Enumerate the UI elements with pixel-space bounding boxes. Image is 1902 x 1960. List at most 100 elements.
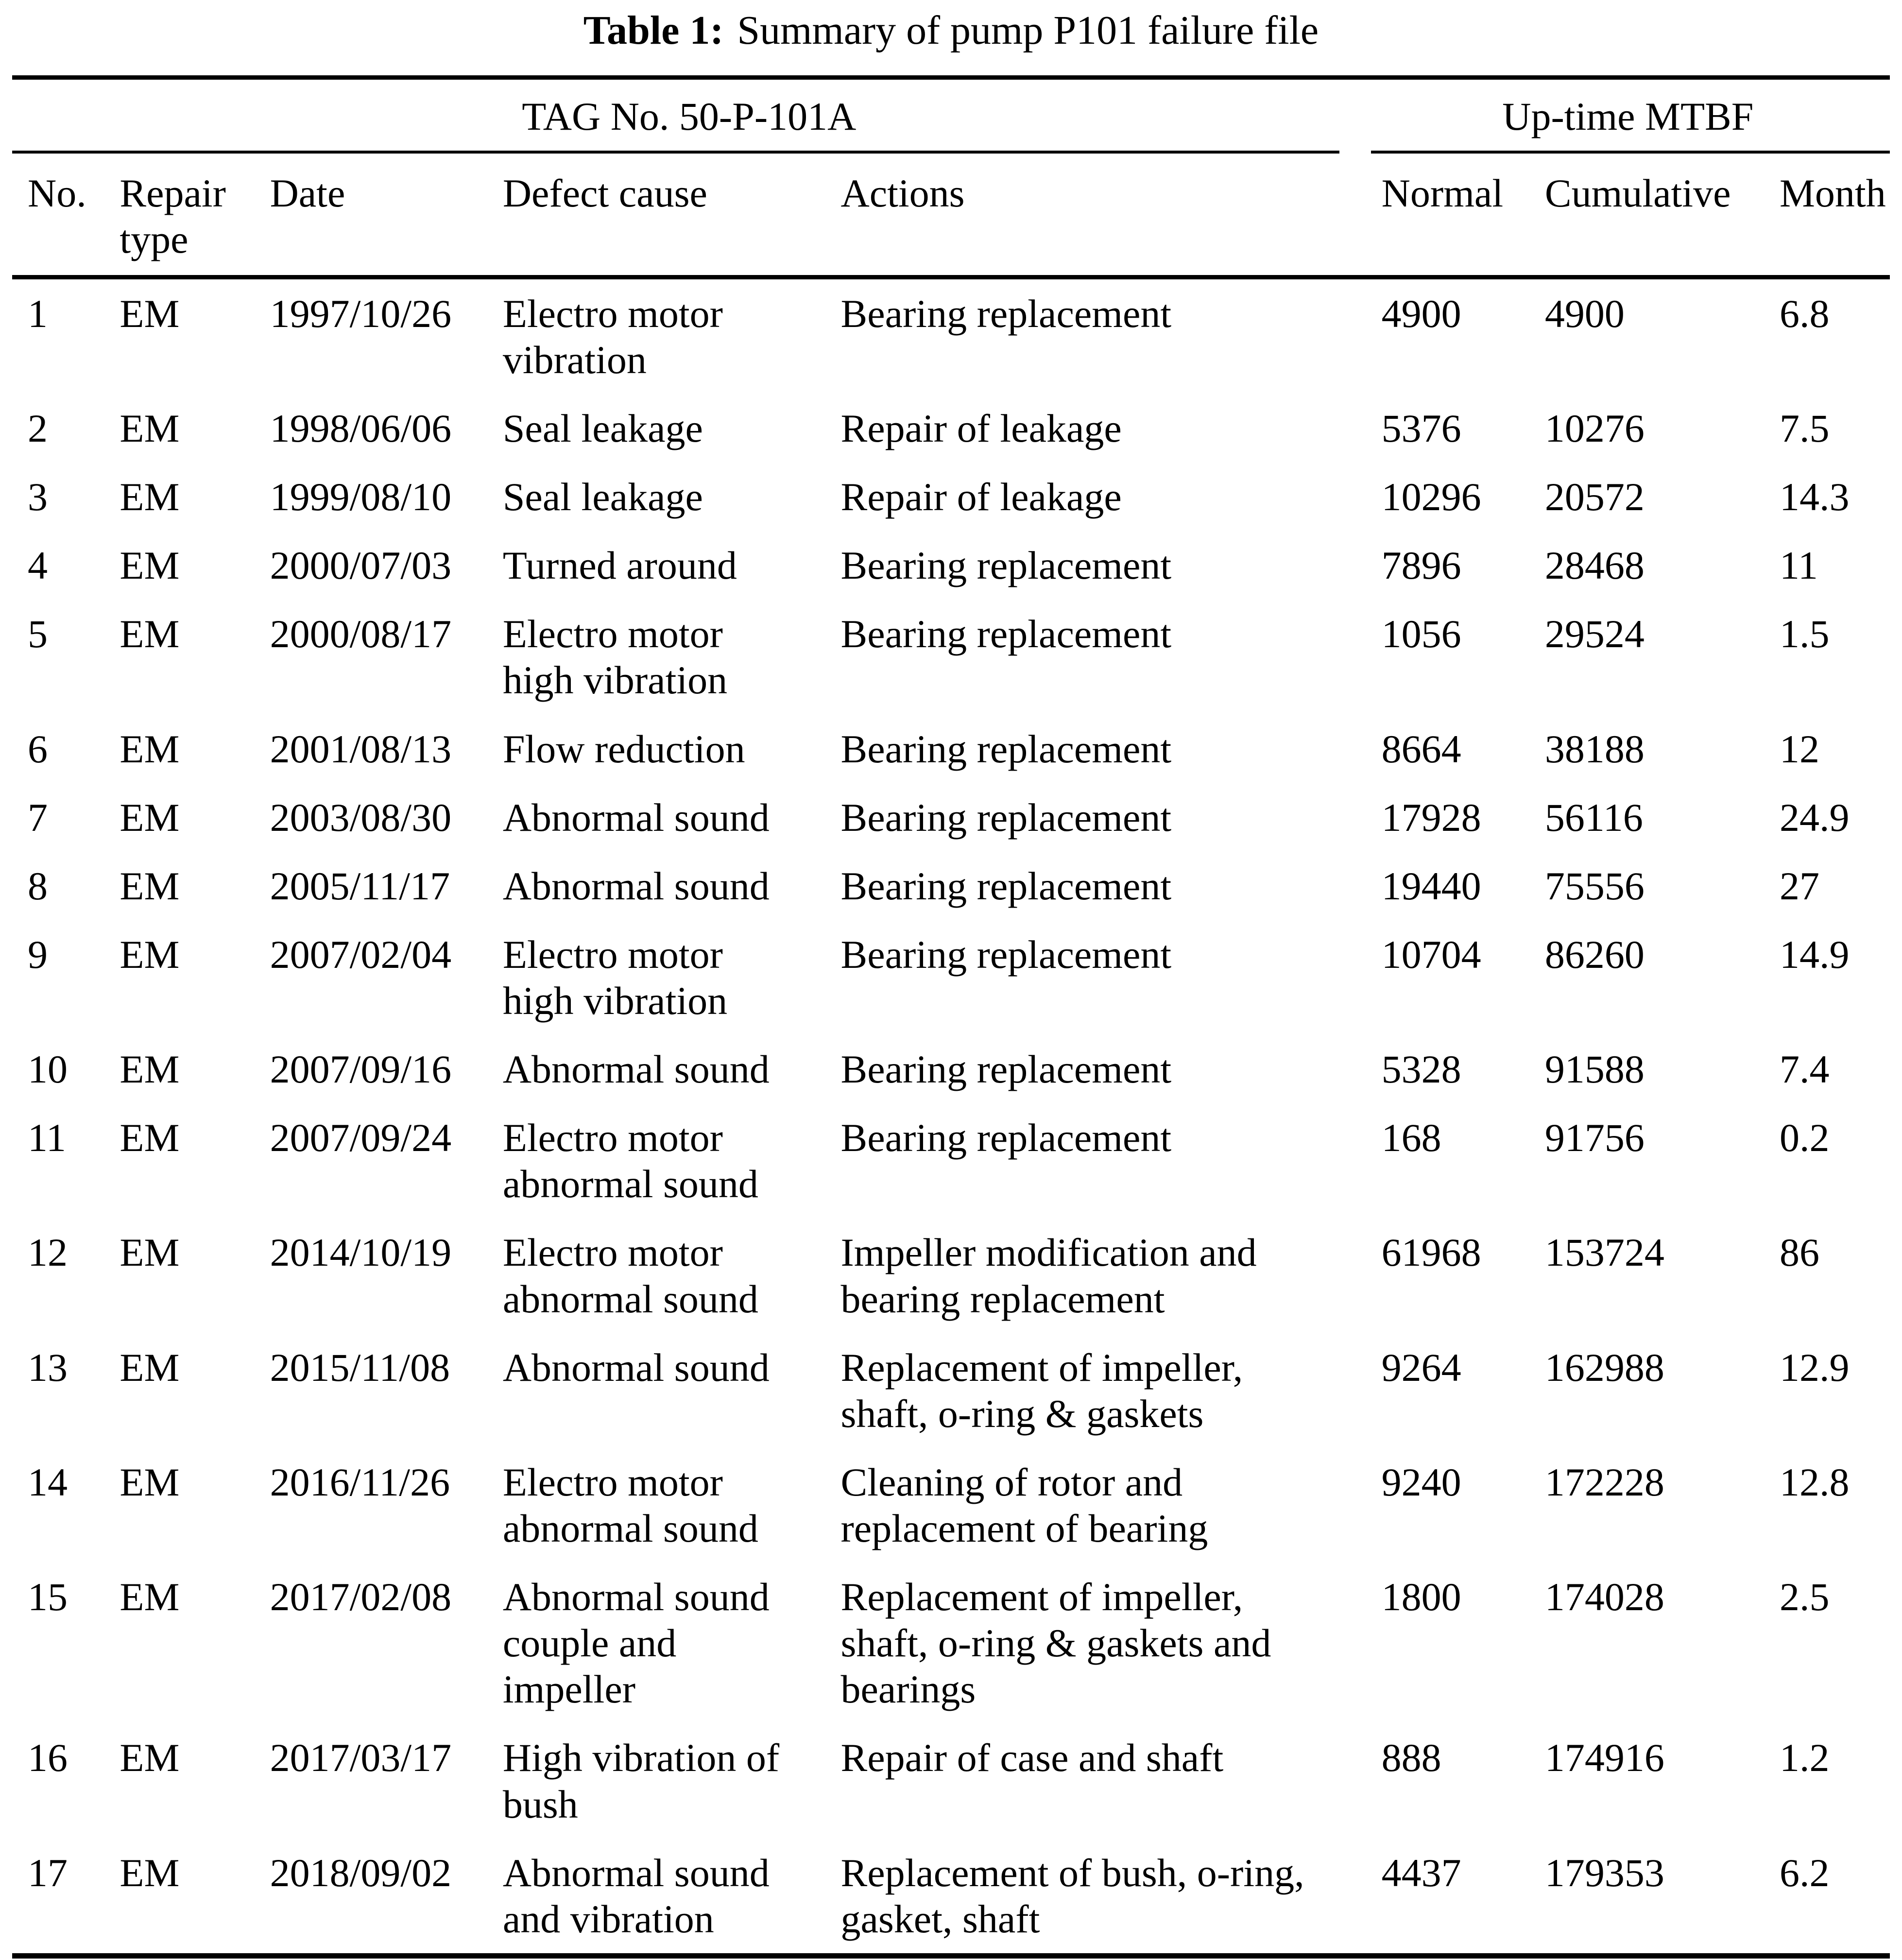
cell-actions: Bearing replacement <box>840 1047 1172 1092</box>
cell-repair-type: EM <box>120 1230 180 1275</box>
cell-repair-type: EM <box>120 475 180 519</box>
cell-defect-cause: Flow reduction <box>502 726 745 771</box>
cell-cumulative: 86260 <box>1544 932 1645 977</box>
cell-normal: 19440 <box>1381 863 1481 908</box>
cell-defect-cause: Electro motor abnormal sound <box>502 1230 758 1321</box>
cell-defect-cause: Turned around <box>502 543 737 588</box>
cell-date: 2003/08/30 <box>270 795 452 840</box>
cell-date: 2007/09/24 <box>270 1116 452 1160</box>
table-row: 5 EM 2000/08/17 Electro motor high vibratio… <box>12 600 1890 714</box>
cell-cumulative: 153724 <box>1544 1230 1664 1275</box>
cell-cumulative: 162988 <box>1544 1345 1664 1390</box>
cell-repair-type: EM <box>120 1116 180 1160</box>
cell-defect-cause: Electro motor vibration <box>502 291 723 382</box>
cell-repair-type: EM <box>120 932 180 977</box>
cell-actions: Bearing replacement <box>840 291 1172 336</box>
cell-defect-cause: Electro motor abnormal sound <box>502 1116 758 1206</box>
cell-month: 1.5 <box>1780 612 1830 656</box>
cell-no: 4 <box>28 543 48 588</box>
cell-cumulative: 174916 <box>1544 1736 1664 1780</box>
cell-date: 1998/06/06 <box>270 406 452 450</box>
cell-month: 1.2 <box>1780 1736 1830 1780</box>
table-row: 17 EM 2018/09/02 Abnormal sound and vibrati… <box>12 1839 1890 1956</box>
table-row: 2 EM 1998/06/06 Seal leakage Repair of leaka… <box>12 394 1890 463</box>
cell-normal: 4900 <box>1381 291 1461 336</box>
group-header-row: TAG No. 50-P-101A Up-time MTBF <box>12 75 1890 151</box>
cell-no: 8 <box>28 863 48 908</box>
cell-date: 2014/10/19 <box>270 1230 452 1275</box>
cell-no: 17 <box>28 1850 68 1895</box>
cell-date: 2017/03/17 <box>270 1736 452 1780</box>
table-caption: Table 1: Summary of pump P101 failure fil… <box>12 5 1890 75</box>
cell-normal: 5328 <box>1381 1047 1461 1092</box>
cell-actions: Replacement of bush, o-ring, gasket, sha… <box>840 1850 1304 1941</box>
cell-actions: Repair of case and shaft <box>840 1736 1224 1780</box>
cell-actions: Bearing replacement <box>840 1116 1172 1160</box>
cell-date: 1999/08/10 <box>270 475 452 519</box>
table-row: 8 EM 2005/11/17 Abnormal sound Bearing repla… <box>12 852 1890 920</box>
cell-cumulative: 179353 <box>1544 1850 1664 1895</box>
failure-table: TAG No. 50-P-101A Up-time MTBF No. Repai… <box>12 75 1890 1959</box>
group-rule-left <box>12 150 1339 154</box>
cell-no: 12 <box>28 1230 68 1275</box>
table-body: 1 EM 1997/10/26 Electro motor vibration Bear… <box>12 277 1890 1956</box>
cell-date: 2007/02/04 <box>270 932 452 977</box>
cell-month: 2.5 <box>1780 1575 1830 1619</box>
cell-repair-type: EM <box>120 1460 180 1504</box>
cell-normal: 10704 <box>1381 932 1481 977</box>
cell-no: 9 <box>28 932 48 977</box>
column-header-row: No. Repair type Date Defect cause Action… <box>12 153 1890 279</box>
cell-actions: Replacement of impeller, shaft, o-ring &… <box>840 1345 1243 1436</box>
table-row: 13 EM 2015/11/08 Abnormal sound Replacement … <box>12 1333 1890 1448</box>
cell-actions: Bearing replacement <box>840 863 1172 908</box>
cell-month: 7.5 <box>1780 406 1830 450</box>
cell-defect-cause: Abnormal sound <box>502 1047 770 1092</box>
cell-repair-type: EM <box>120 612 180 656</box>
cell-actions: Bearing replacement <box>840 612 1172 656</box>
cell-cumulative: 174028 <box>1544 1575 1664 1619</box>
column-header-no: No. <box>12 153 104 279</box>
cell-date: 2001/08/13 <box>270 726 452 771</box>
table-row: 1 EM 1997/10/26 Electro motor vibration Bear… <box>12 277 1890 394</box>
cell-normal: 7896 <box>1381 543 1461 588</box>
group-rule-left-cell <box>12 150 1366 154</box>
cell-normal: 9264 <box>1381 1345 1461 1390</box>
cell-month: 27 <box>1780 863 1819 908</box>
cell-actions: Repair of leakage <box>840 406 1122 450</box>
group-rule-right <box>1371 150 1890 154</box>
cell-no: 10 <box>28 1047 68 1092</box>
cell-normal: 888 <box>1381 1736 1441 1780</box>
cell-repair-type: EM <box>120 1575 180 1619</box>
cell-normal: 168 <box>1381 1116 1441 1160</box>
cell-date: 2017/02/08 <box>270 1575 452 1619</box>
cell-no: 3 <box>28 475 48 519</box>
cell-normal: 4437 <box>1381 1850 1461 1895</box>
column-header-repair-type: Repair type <box>104 153 255 279</box>
caption-label: Table 1: <box>583 8 724 53</box>
cell-month: 86 <box>1780 1230 1819 1275</box>
cell-actions: Bearing replacement <box>840 932 1172 977</box>
cell-no: 13 <box>28 1345 68 1390</box>
cell-normal: 8664 <box>1381 726 1461 771</box>
cell-no: 1 <box>28 291 48 336</box>
column-header-normal: Normal <box>1366 153 1529 279</box>
cell-month: 12.9 <box>1780 1345 1850 1390</box>
cell-month: 11 <box>1780 543 1818 588</box>
cell-actions: Bearing replacement <box>840 726 1172 771</box>
table-row: 10 EM 2007/09/16 Abnormal sound Bearing repl… <box>12 1035 1890 1103</box>
column-header-actions: Actions <box>825 153 1366 279</box>
cell-date: 2000/07/03 <box>270 543 452 588</box>
table-row: 12 EM 2014/10/19 Electro motor abnormal sou… <box>12 1218 1890 1333</box>
cell-month: 6.2 <box>1780 1850 1830 1895</box>
cell-normal: 9240 <box>1381 1460 1461 1504</box>
cell-cumulative: 4900 <box>1544 291 1625 336</box>
cell-repair-type: EM <box>120 863 180 908</box>
cell-cumulative: 20572 <box>1544 475 1645 519</box>
cell-no: 6 <box>28 726 48 771</box>
cell-repair-type: EM <box>120 1850 180 1895</box>
cell-no: 16 <box>28 1736 68 1780</box>
cell-actions: Repair of leakage <box>840 475 1122 519</box>
cell-cumulative: 38188 <box>1544 726 1645 771</box>
table-row: 15 EM 2017/02/08 Abnormal sound couple and … <box>12 1563 1890 1723</box>
cell-date: 1997/10/26 <box>270 291 452 336</box>
